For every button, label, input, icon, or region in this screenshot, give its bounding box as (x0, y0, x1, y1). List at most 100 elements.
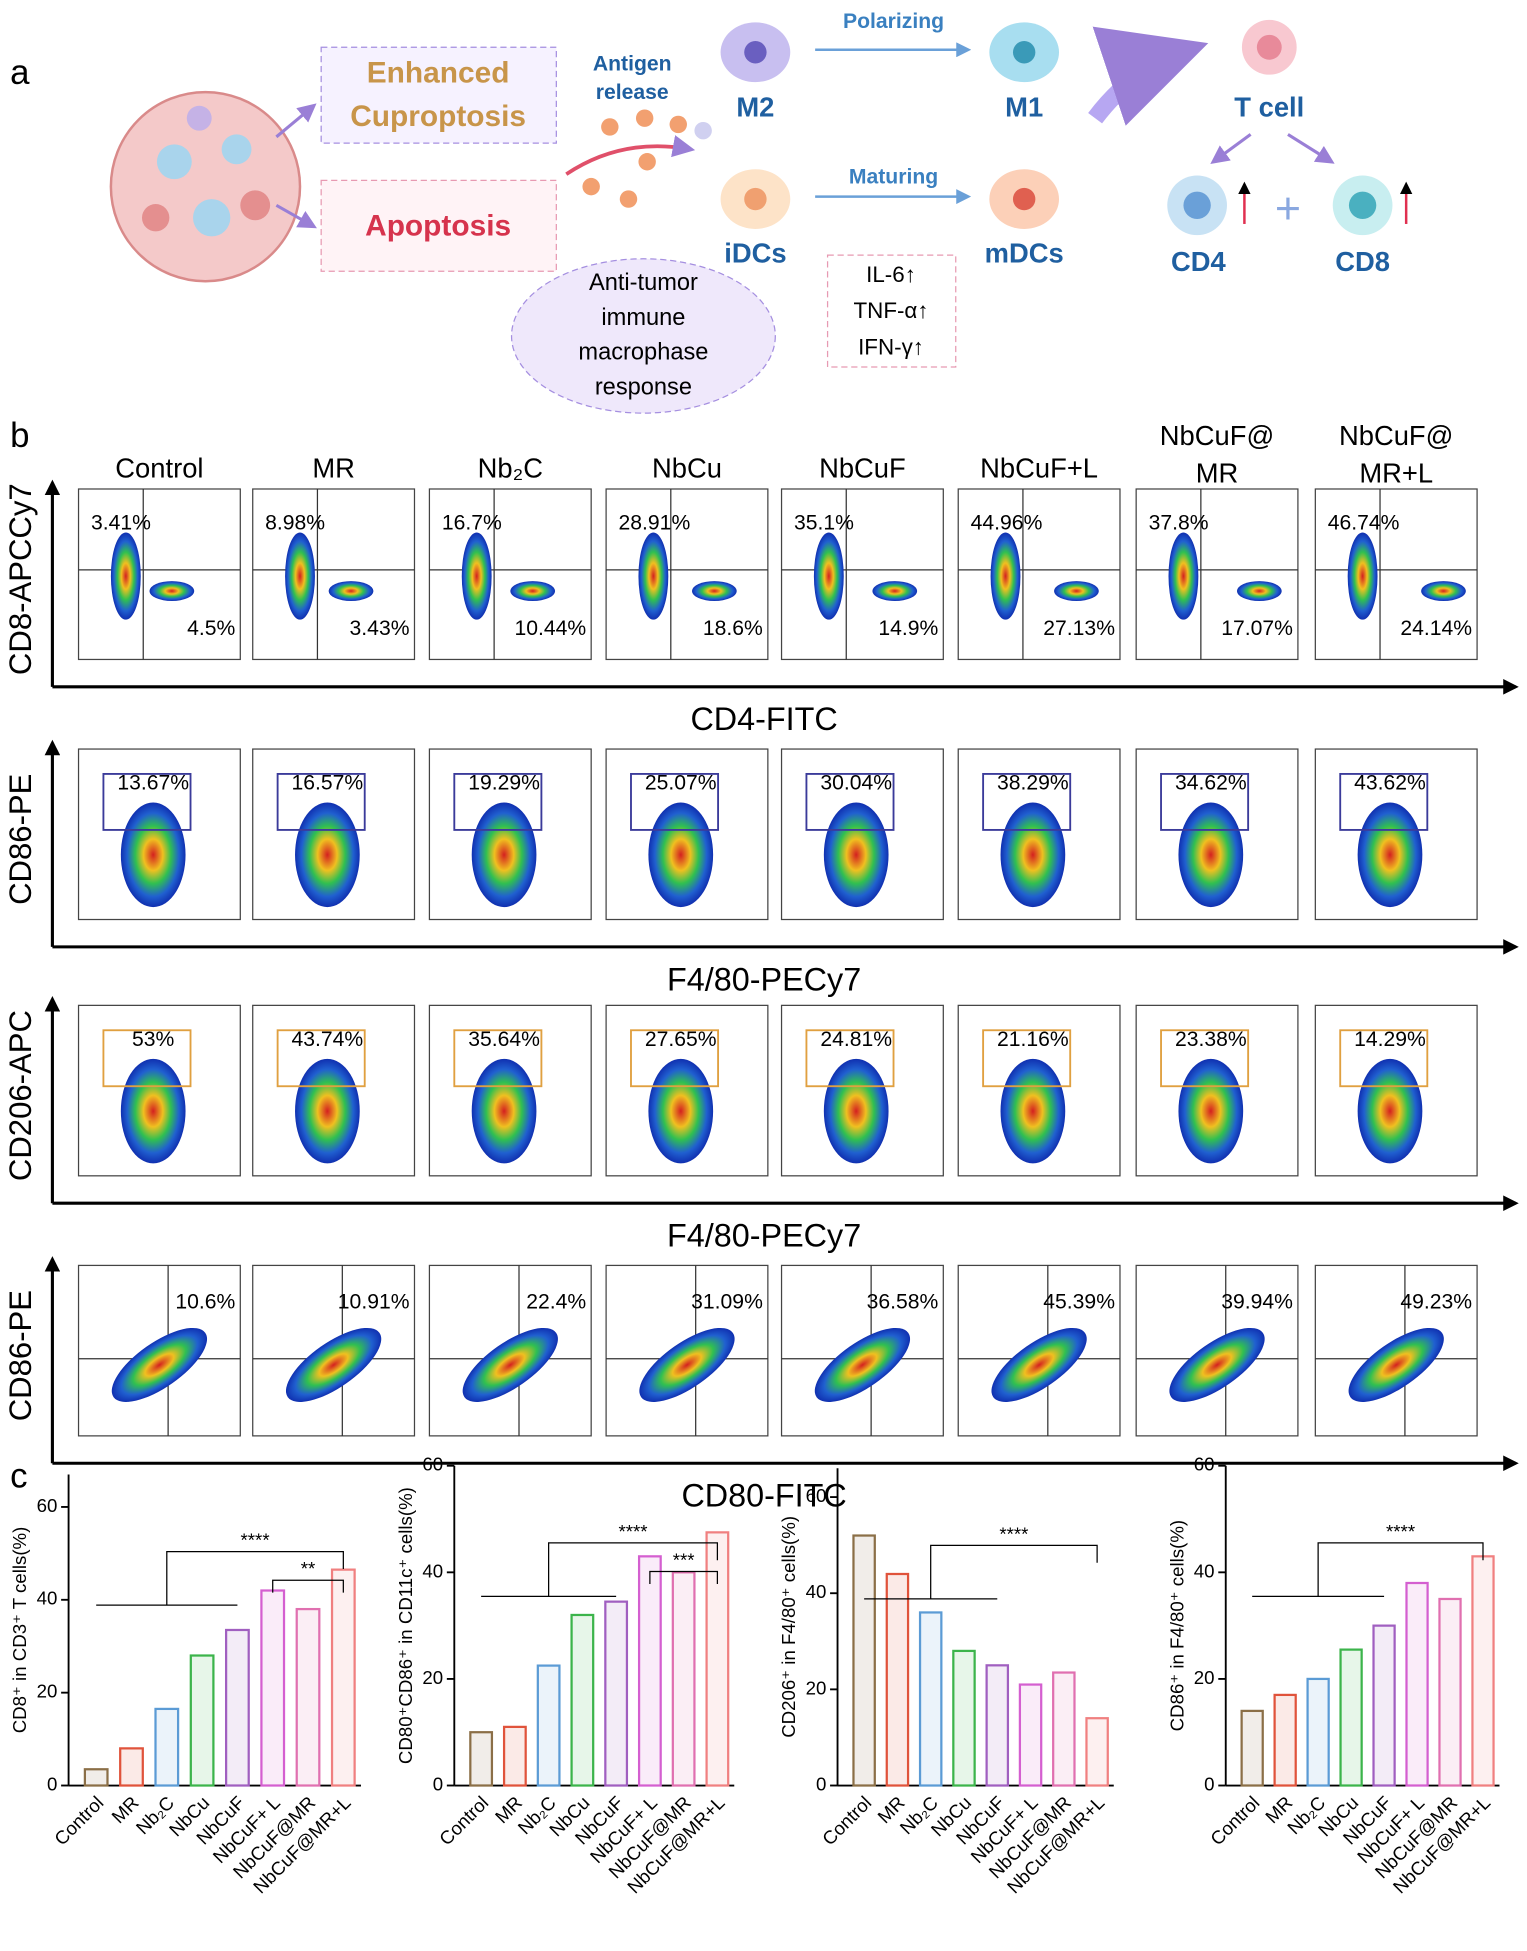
gate (276, 772, 366, 831)
bar (154, 1707, 180, 1787)
density-blob (295, 802, 360, 908)
percentage: 4.5% (187, 617, 235, 640)
bar (502, 1725, 527, 1787)
density-blob (295, 1058, 360, 1164)
group-name: MR+L (1359, 458, 1433, 489)
y-tick-label: 20 (806, 1677, 827, 1698)
percentage: 30.04% (820, 771, 892, 794)
box-text: Enhanced (367, 57, 510, 90)
bracket (1317, 1542, 1484, 1597)
gate (805, 772, 895, 831)
label: M1 (1005, 92, 1043, 123)
group-name: MR (312, 453, 355, 484)
percentage: 36.58% (867, 1290, 939, 1313)
density-blob (1357, 1058, 1423, 1164)
bar (1052, 1671, 1076, 1787)
y-tick-label: 0 (47, 1773, 57, 1794)
x-tick-label: Control (435, 1792, 492, 1849)
y-axis-label: CD8⁺ in CD3⁺ T cells(%) (9, 1527, 30, 1734)
density-blob (1421, 581, 1466, 601)
label: immune (601, 305, 685, 331)
x-axis-label: CD80-FITC (681, 1478, 846, 1514)
percentage: 53% (132, 1028, 175, 1051)
density-blob (285, 532, 315, 620)
bracket (930, 1544, 1098, 1599)
gate (805, 1029, 895, 1088)
bar (637, 1555, 662, 1787)
percentage: 3.43% (350, 617, 410, 640)
percentage: 37.8% (1149, 511, 1209, 534)
percentage: 3.41% (91, 511, 151, 534)
y-axis-label: CD8-APCCy7 (3, 483, 38, 675)
bar (1372, 1624, 1396, 1787)
density-blob (1357, 802, 1423, 908)
gate (1160, 772, 1250, 831)
y-tick-label: 60 (37, 1495, 58, 1516)
plot-frame (605, 488, 769, 661)
density-blob (813, 532, 844, 620)
bar (671, 1571, 696, 1787)
percentage: 27.65% (645, 1028, 717, 1051)
bracket (548, 1542, 719, 1597)
bar (985, 1664, 1010, 1787)
percentage: 16.57% (292, 771, 364, 794)
panel-a-shapes (109, 19, 1413, 414)
gate (630, 772, 720, 831)
y-tick-label: 40 (806, 1581, 827, 1602)
density-blob (991, 1327, 1087, 1402)
gate (276, 1029, 366, 1088)
label: Polarizing (843, 10, 944, 33)
bar (260, 1589, 286, 1787)
group-name: NbCuF+L (980, 453, 1098, 484)
percentage: 38.29% (997, 771, 1069, 794)
percentage: 13.67% (117, 771, 189, 794)
percentage: 8.98% (265, 511, 325, 534)
percentage: 39.94% (1221, 1290, 1293, 1313)
density-blob (1168, 532, 1199, 620)
bar (83, 1768, 109, 1787)
percentage: 24.14% (1400, 617, 1472, 640)
bar (604, 1600, 629, 1787)
bar (1018, 1683, 1043, 1787)
percentage: 43.62% (1354, 771, 1426, 794)
density-blob (639, 1327, 735, 1402)
density-blob (872, 581, 918, 601)
density-blob (510, 581, 556, 601)
percentage: 49.23% (1400, 1290, 1472, 1313)
percentage: 46.74% (1328, 511, 1400, 534)
percentage: 23.38% (1175, 1028, 1247, 1051)
label: macrophase (578, 340, 708, 366)
percentage: 21.16% (997, 1028, 1069, 1051)
percentage: 16.7% (442, 511, 502, 534)
density-blob (990, 532, 1021, 620)
density-blob (648, 802, 714, 908)
density-blob (111, 1327, 208, 1402)
density-blob (691, 581, 737, 601)
density-blob (1236, 581, 1282, 601)
y-tick-label: 0 (1204, 1773, 1214, 1794)
y-axis-label: CD80⁺CD86⁺ in CD11c⁺ cells(%) (395, 1487, 416, 1764)
group-name: Control (115, 453, 203, 484)
label: CD8 (1335, 246, 1390, 277)
bracket (166, 1550, 344, 1606)
density-blob (1169, 1327, 1265, 1402)
label: M2 (736, 92, 774, 123)
bar (952, 1649, 976, 1787)
density-blob (1178, 1058, 1244, 1164)
density-blob (638, 532, 669, 620)
plot-frame (428, 488, 592, 661)
x-tick-label: Control (818, 1792, 875, 1849)
group-name: MR (1196, 458, 1239, 489)
group-name: NbCuF@ (1160, 420, 1274, 451)
label: release (596, 81, 669, 104)
y-axis-label: CD86-PE (3, 774, 38, 905)
percentage: 27.13% (1043, 617, 1115, 640)
percentage: 14.29% (1354, 1028, 1426, 1051)
x-axis-label: F4/80-PECy7 (667, 961, 861, 997)
group-name: NbCu (652, 453, 722, 484)
density-blob (471, 802, 537, 908)
y-tick-label: 0 (433, 1773, 443, 1794)
gate (1339, 1029, 1429, 1088)
gate (630, 1029, 720, 1088)
bar (1085, 1717, 1109, 1787)
